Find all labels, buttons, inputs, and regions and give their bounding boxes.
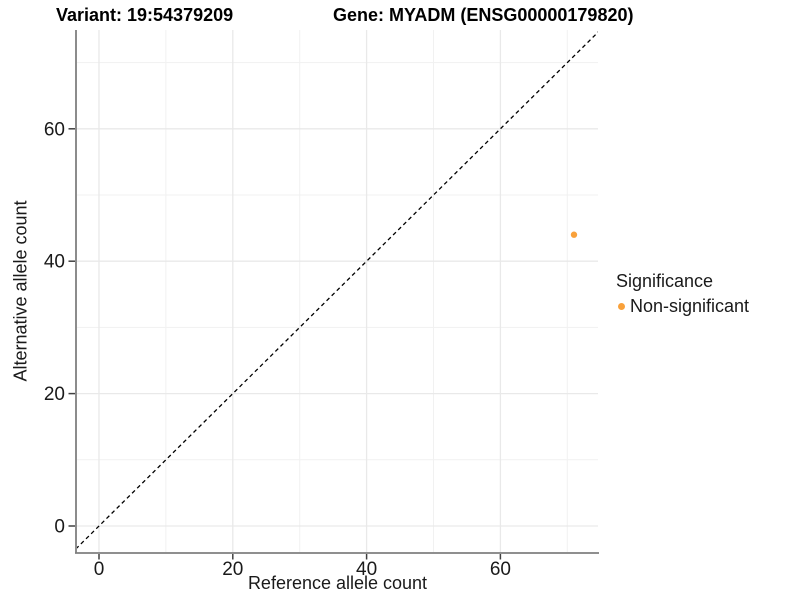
x-axis-label: Reference allele count — [247, 573, 428, 593]
legend-item: Non-significant — [616, 296, 749, 317]
gene-title: Gene: MYADM (ENSG00000179820) — [333, 5, 634, 25]
data-point-0 — [570, 231, 578, 238]
legend-title: Significance — [616, 271, 714, 291]
x-tick-label-60: 60 — [490, 559, 511, 580]
legend: Significance Non-significant — [616, 271, 749, 317]
y-tick-label-40: 40 — [44, 252, 65, 273]
x-tick-label-20: 20 — [222, 559, 243, 580]
identity-line — [77, 31, 598, 549]
x-tick-label-0: 0 — [94, 559, 105, 580]
x-tick-label-40: 40 — [356, 559, 377, 580]
variant-title: Variant: 19:54379209 — [56, 5, 234, 25]
y-tick-label-0: 0 — [54, 517, 65, 538]
y-axis-label: Alternative allele count — [10, 200, 31, 382]
y-tick-label-20: 20 — [44, 384, 65, 405]
legend-item-label: Non-significant — [630, 296, 750, 316]
y-tick-label-60: 60 — [44, 119, 65, 140]
legend-point-icon — [618, 303, 625, 310]
